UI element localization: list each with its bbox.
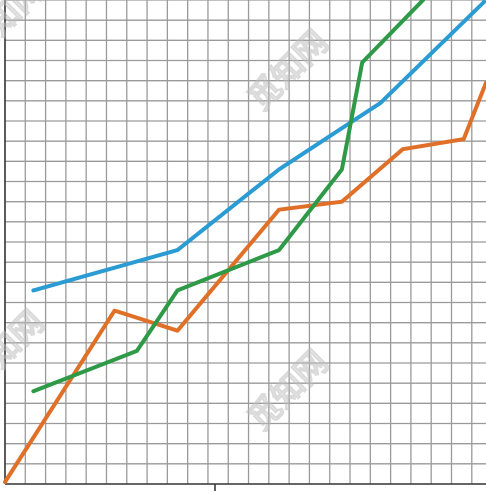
watermark-text: 觅知网 bbox=[241, 23, 336, 118]
series-line-1 bbox=[31, 0, 486, 293]
axes bbox=[4, 0, 486, 491]
series-line-3 bbox=[31, 0, 426, 394]
series-layer bbox=[3, 0, 486, 484]
series-line-2 bbox=[3, 80, 486, 484]
